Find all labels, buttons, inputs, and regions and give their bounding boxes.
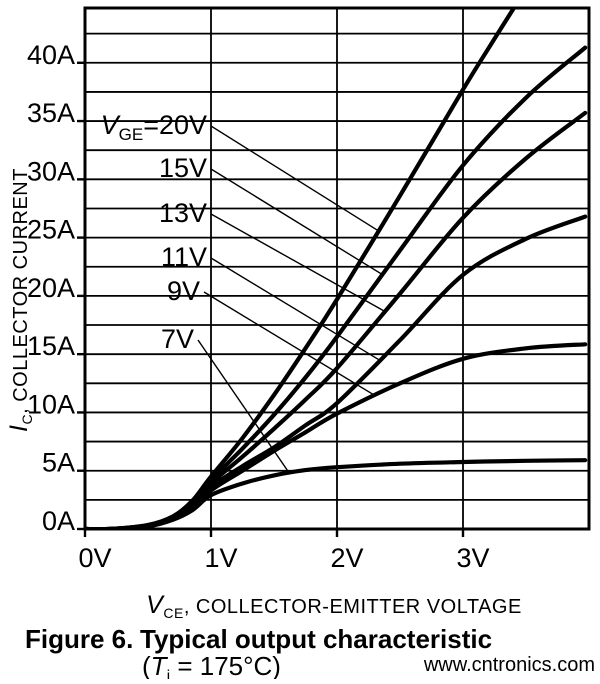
y-tick-label: 10A (27, 389, 75, 419)
figure-caption-title: Typical output characteristic (140, 624, 492, 654)
leader-line-7V (197, 339, 290, 474)
chart-frame (77, 6, 591, 537)
curve-label-7V: 7V (161, 324, 194, 354)
y-tick-label: 5A (42, 448, 75, 478)
curve-7V (85, 458, 588, 529)
chart-tick-labels: 0A 5A 10A 15A 20A 25A 30A 35A 40A 0V 1V 2V 3V (27, 40, 490, 573)
y-tick-label: 15A (27, 331, 75, 361)
leader-line-13V (210, 213, 386, 313)
leader-line-VGE20V (210, 125, 379, 232)
x-tick-label: 3V (456, 543, 489, 573)
curve-label-VGE20V: VGE=20V (101, 110, 207, 144)
curve-label-13V: 13V (159, 198, 207, 228)
x-axis-title: VCE, COLLECTOR-EMITTER VOLTAGE (146, 591, 522, 621)
leader-line-15V (210, 168, 383, 276)
curve-label-15V: 15V (159, 153, 207, 183)
y-tick-label: 25A (27, 215, 75, 245)
x-tick-label: 1V (204, 543, 237, 573)
leader-line-9V (203, 291, 376, 397)
x-tick-label: 2V (330, 543, 363, 573)
y-tick-label: 35A (27, 98, 75, 128)
figure-caption-subtitle: (Ti = 175°C) (142, 651, 281, 679)
y-tick-label: 20A (27, 273, 75, 303)
y-tick-label: 40A (27, 40, 75, 70)
y-tick-label: 0A (42, 506, 75, 536)
figure-caption-number: Figure 6. (25, 624, 133, 654)
watermark-text: www.cntronics.com (423, 654, 595, 676)
curve-label-11V: 11V (161, 242, 207, 272)
chart-curves (85, 8, 588, 529)
chart-curve-labels: VGE=20V 15V 13V 11V 9V 7V (101, 110, 386, 474)
leader-line-11V (210, 257, 381, 361)
y-tick-label: 30A (27, 156, 75, 186)
curve-label-9V: 9V (167, 276, 200, 306)
y-axis-title: IC, COLLECTOR CURRENT (5, 168, 35, 432)
x-tick-label: 0V (78, 543, 111, 573)
